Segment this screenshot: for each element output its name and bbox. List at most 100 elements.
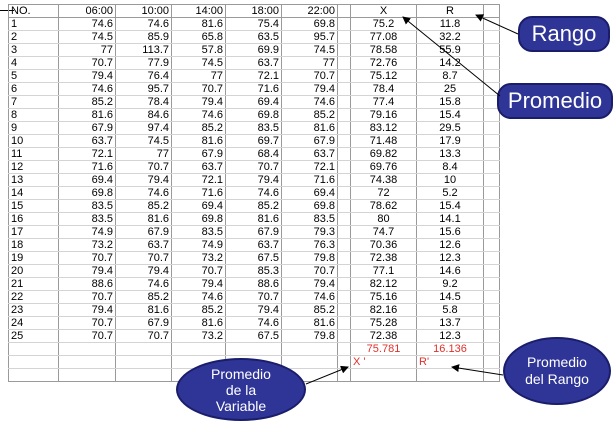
- table-cell: 69.4: [225, 95, 282, 109]
- table-cell: 70.7: [171, 82, 226, 96]
- table-cell: 70.7: [171, 264, 226, 278]
- table-cell: 13.7: [416, 316, 484, 330]
- table-row: 13 69.4 79.4 72.1 79.4 71.6 74.38 10: [8, 173, 500, 187]
- table-cell: 9: [8, 121, 59, 135]
- table-cell: 77.9: [115, 56, 172, 70]
- table-cell: 81.6: [281, 121, 338, 135]
- empty-cell: [281, 342, 338, 356]
- table-cell: 81.6: [281, 316, 338, 330]
- table-cell: 97.4: [115, 121, 172, 135]
- spacer-cell: [483, 17, 500, 31]
- spacer-cell: [337, 277, 351, 291]
- table-row: 25 70.7 70.7 73.2 67.5 79.8 72.38 12.3: [8, 329, 500, 343]
- table-cell: 85.2: [225, 199, 282, 213]
- table-cell: 74.6: [58, 82, 116, 96]
- spacer-cell: [337, 4, 351, 18]
- empty-cell: [337, 342, 351, 356]
- table-cell: 69.4: [58, 173, 116, 187]
- table-cell: 74.6: [58, 17, 116, 31]
- table-cell: 67.9: [171, 147, 226, 161]
- table-row: 20 79.4 79.4 70.7 85.3 70.7 77.1 14.6: [8, 264, 500, 278]
- table-cell: 81.6: [115, 303, 172, 317]
- empty-cell: [483, 368, 500, 382]
- table-cell: 20: [8, 264, 59, 278]
- table-cell: 79.4: [115, 264, 172, 278]
- table-cell: 71.6: [225, 82, 282, 96]
- spacer-cell: [483, 134, 500, 148]
- promedio-variable-line-3: Variable: [215, 397, 267, 414]
- table-cell: 69.76: [350, 160, 417, 174]
- spacer-cell: [483, 121, 500, 135]
- rango-callout-label: Rango: [531, 21, 597, 46]
- spacer-cell: [337, 121, 351, 135]
- table-cell: 85.2: [171, 121, 226, 135]
- table-cell: 63.7: [281, 147, 338, 161]
- table-cell: 14.6: [416, 264, 484, 278]
- table-row: 14 69.8 74.6 71.6 74.6 69.4 72 5.2: [8, 186, 500, 200]
- spacer-cell: [483, 251, 500, 265]
- table-cell: 70.7: [58, 56, 116, 70]
- table-cell: 74.6: [115, 277, 172, 291]
- table-cell: 8.4: [416, 160, 484, 174]
- spacer-cell: [337, 95, 351, 109]
- table-cell: 65.8: [171, 30, 226, 44]
- table-cell: 79.4: [58, 303, 116, 317]
- table-cell: 83.5: [58, 212, 116, 226]
- table-cell: 70.7: [58, 329, 116, 343]
- spacer-cell: [337, 316, 351, 330]
- table-cell: 10: [416, 173, 484, 187]
- empty-cell: [58, 355, 116, 369]
- promedio-variable-line-2: de la: [225, 381, 257, 398]
- empty-cell: [483, 342, 500, 356]
- table-row: 10 63.7 74.5 81.6 69.7 67.9 71.48 17.9: [8, 134, 500, 148]
- table-cell: 10: [8, 134, 59, 148]
- table-cell: 85.3: [225, 264, 282, 278]
- spacer-cell: [337, 290, 351, 304]
- table-cell: 79.4: [171, 277, 226, 291]
- column-header: 18:00: [225, 4, 282, 18]
- table-cell: 63.7: [58, 134, 116, 148]
- table-row: 22 70.7 85.2 74.6 70.7 74.6 75.16 14.5: [8, 290, 500, 304]
- table-cell: 72.76: [350, 56, 417, 70]
- table-row: 19 70.7 70.7 73.2 67.5 79.8 72.38 12.3: [8, 251, 500, 265]
- table-cell: 12.6: [416, 238, 484, 252]
- table-cell: 70.7: [225, 160, 282, 174]
- column-header: 14:00: [171, 4, 226, 18]
- table-cell: 79.4: [225, 303, 282, 317]
- table-cell: 74.5: [115, 134, 172, 148]
- table-row: 11 72.1 77 67.9 68.4 63.7 69.82 13.3: [8, 147, 500, 161]
- table-row: 4 70.7 77.9 74.5 63.7 77 72.76 14.2: [8, 56, 500, 70]
- table-cell: 72.1: [225, 69, 282, 83]
- table-cell: 69.9: [225, 43, 282, 57]
- table-cell: 70.7: [281, 264, 338, 278]
- table-cell: 77.1: [350, 264, 417, 278]
- spacer-cell: [483, 4, 500, 18]
- table-cell: 77: [58, 43, 116, 57]
- table-cell: 77.4: [350, 95, 417, 109]
- table-cell: 14.2: [416, 56, 484, 70]
- table-cell: 85.9: [115, 30, 172, 44]
- spacer-cell: [337, 186, 351, 200]
- empty-cell: [350, 368, 417, 382]
- table-cell: 11.8: [416, 17, 484, 31]
- spacer-cell: [483, 329, 500, 343]
- table-row: 7 85.2 78.4 79.4 69.4 74.6 77.4 15.8: [8, 95, 500, 109]
- table-cell: 71.6: [281, 173, 338, 187]
- table-cell: 18: [8, 238, 59, 252]
- table-cell: 73.2: [58, 238, 116, 252]
- table-cell: 3: [8, 43, 59, 57]
- table-row: 5 79.4 76.4 77 72.1 70.7 75.12 8.7: [8, 69, 500, 83]
- table-cell: 69.8: [171, 212, 226, 226]
- spacer-cell: [337, 69, 351, 83]
- x-mean-value: 75.781: [350, 342, 417, 356]
- spacer-cell: [337, 160, 351, 174]
- table-cell: 77: [281, 56, 338, 70]
- table-cell: 74.6: [281, 95, 338, 109]
- table-cell: 69.7: [225, 134, 282, 148]
- table-cell: 14.1: [416, 212, 484, 226]
- column-header: NO.: [8, 4, 59, 18]
- table-cell: 95.7: [281, 30, 338, 44]
- spacer-cell: [337, 329, 351, 343]
- table-cell: 19: [8, 251, 59, 265]
- table-cell: 79.16: [350, 108, 417, 122]
